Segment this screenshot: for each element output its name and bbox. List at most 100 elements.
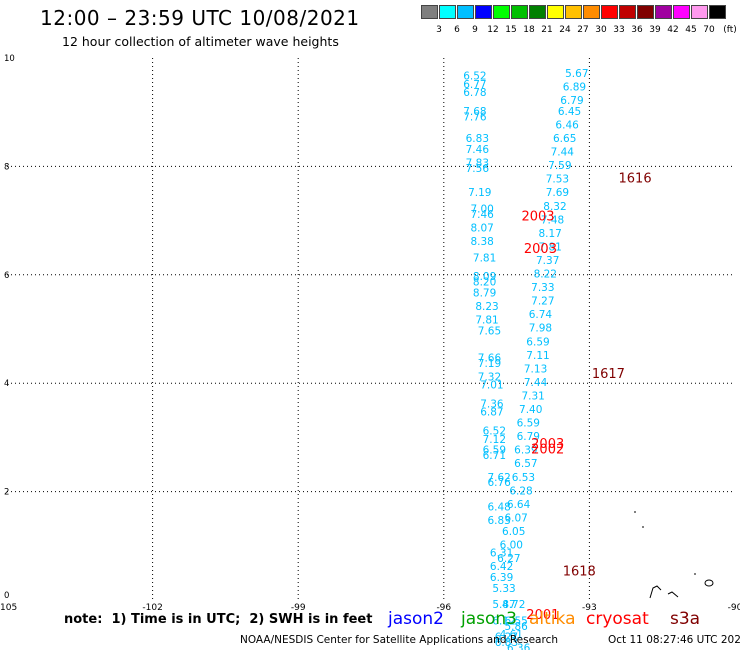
wave-height-label: 7.81 [473, 252, 496, 264]
legend-label: 6 [454, 25, 460, 35]
wave-height-label: 7.59 [548, 160, 571, 172]
wave-height-label: 6.71 [483, 450, 506, 462]
pass-time-label: 1617 [592, 367, 625, 382]
y-tick-label: 4 [4, 379, 9, 389]
wave-height-label: 6.89 [563, 82, 586, 94]
timestamp-text: Oct 11 08:27:46 UTC 2021 [608, 634, 740, 646]
x-tick-label: -93 [582, 603, 597, 613]
wave-height-label: 6.64 [507, 499, 531, 511]
wave-height-label: 8.38 [470, 236, 493, 248]
wave-height-label: 6.59 [483, 445, 506, 457]
legend-swatch [565, 5, 582, 19]
wave-height-label: 8.07 [470, 222, 493, 234]
y-tick-label: 2 [4, 488, 9, 498]
wave-height-label: 6.45 [558, 106, 581, 118]
page-subtitle: 12 hour collection of altimeter wave hei… [62, 34, 339, 49]
wave-height-label: 6.28 [509, 485, 532, 497]
map-grid [7, 58, 735, 600]
wave-height-label: 6.59 [517, 418, 540, 430]
wave-height-label: 7.33 [531, 282, 554, 294]
axis-ticks: -105 -102 -99 -96 -93 -90 0 2 4 6 8 10 [0, 54, 740, 613]
pass-time-label: 2003 [524, 242, 557, 257]
pass-time-label: 1616 [619, 172, 652, 187]
wave-height-label: 6.76 [487, 477, 511, 489]
legend-label: 21 [541, 25, 553, 35]
y-tick-label: 8 [4, 162, 9, 172]
satellite-label: jason2 [388, 609, 444, 629]
wave-height-label: 6.48 [487, 502, 510, 514]
wave-height-label: 6.87 [480, 407, 503, 419]
legend-swatch [655, 5, 672, 19]
wave-height-label: 8.17 [538, 228, 561, 240]
wave-height-label: 6.52 [463, 71, 486, 83]
legend-label: 45 [685, 25, 697, 35]
wave-height-label: 6.83 [495, 637, 518, 649]
legend-label: 70 [703, 25, 715, 35]
coastline-segment [649, 585, 662, 599]
satellite-label: s3a [670, 609, 701, 629]
wave-height-label: 6.05 [502, 526, 525, 538]
wave-height-label: 8.23 [475, 301, 498, 313]
page-title: 12:00 – 23:59 UTC 10/08/2021 [40, 6, 360, 30]
legend-swatch [583, 5, 600, 19]
pass-time-label: 2001 [526, 608, 559, 623]
wave-height-label: 6.39 [490, 572, 513, 584]
legend-swatch [493, 5, 510, 19]
wave-height-label: 7.19 [478, 358, 501, 370]
legend-swatch [547, 5, 564, 19]
pass-time-label: 1618 [563, 565, 596, 580]
wave-height-label: 6.52 [483, 426, 506, 438]
wave-height-label: 5.33 [492, 583, 515, 595]
legend-swatch [637, 5, 654, 19]
wave-height-label: 7.19 [468, 187, 491, 199]
wave-height-label: 6.79 [517, 431, 540, 443]
wave-height-label: 6.74 [529, 309, 553, 321]
satellite-label: jason3 [461, 609, 517, 629]
coastline-segment [704, 579, 714, 587]
wave-height-label: 7.83 [466, 157, 489, 169]
wave-height-label: 6.42 [490, 561, 513, 573]
legend-swatch [619, 5, 636, 19]
wave-height-label: 7.69 [546, 187, 569, 199]
wave-height-label: 6.12 [492, 615, 515, 627]
wave-height-label: 8.20 [473, 277, 496, 289]
legend-swatch [691, 5, 708, 19]
legend-label: 33 [613, 25, 625, 35]
legend-swatch [421, 5, 438, 19]
satellite-label: altika [529, 609, 576, 629]
wave-height-label: 6.59 [526, 336, 549, 348]
wave-height-label: 6.27 [495, 632, 518, 644]
wave-height-label: 7.66 [478, 353, 502, 365]
wave-height-label: 7.12 [483, 434, 506, 446]
wave-height-label: 6.65 [553, 133, 576, 145]
wave-height-label: 8.22 [534, 269, 557, 281]
x-tick-label: -102 [142, 603, 162, 613]
wave-height-label: 7.81 [538, 241, 561, 253]
wave-height-label: 5.87 [492, 599, 515, 611]
legend-label: 12 [487, 25, 499, 35]
wave-height-label: 7.48 [541, 214, 564, 226]
legend-swatch [601, 5, 618, 19]
wave-height-label: 7.36 [480, 399, 504, 411]
legend-label: 36 [631, 25, 643, 35]
legend-label: 15 [505, 25, 517, 35]
wave-height-label: 7.53 [546, 174, 569, 186]
wave-height-label: 4.61 [500, 629, 523, 641]
wave-height-label: 8.79 [473, 287, 496, 299]
wave-height-label: 6.57 [514, 458, 537, 470]
legend-swatch [439, 5, 456, 19]
wave-height-label: 7.00 [470, 203, 493, 215]
wave-height-label: 6.46 [555, 119, 579, 131]
wave-height-label: 7.81 [475, 315, 498, 327]
wave-height-label: 6.53 [512, 472, 535, 484]
wave-height-label: 6.83 [487, 515, 510, 527]
wave-height-label: 6.27 [497, 553, 520, 565]
satellite-label: cryosat [586, 609, 649, 629]
wave-height-label: 6.77 [463, 79, 486, 91]
wave-height-label: 7.44 [524, 377, 548, 389]
wave-height-label: 7.31 [521, 390, 544, 402]
wave-height-label: 7.44 [551, 147, 575, 159]
x-tick-label: -105 [0, 603, 17, 613]
x-tick-label: -96 [436, 603, 451, 613]
